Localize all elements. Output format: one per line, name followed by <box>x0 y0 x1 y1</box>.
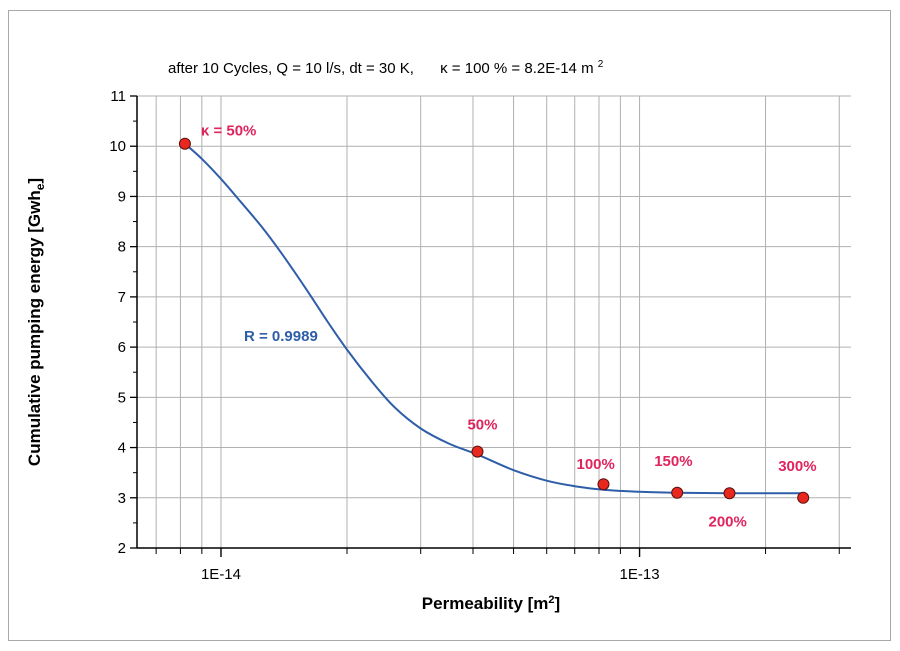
y-tick-label: 6 <box>118 339 126 356</box>
chart-frame <box>8 10 891 641</box>
data-point <box>797 491 810 504</box>
data-point-label: 200% <box>708 513 746 530</box>
y-tick-label: 10 <box>109 138 126 155</box>
y-tick-label: 2 <box>118 540 126 557</box>
tick-labels: 2 3 4 5 6 7 8 9 10 11 1E-14 1E-13 <box>109 88 659 583</box>
y-tick-label: 5 <box>118 389 126 406</box>
fit-curve <box>184 142 804 495</box>
y-tick-label: 8 <box>118 239 126 256</box>
y-tick-label: 4 <box>118 440 126 457</box>
y-tick-label: 9 <box>118 188 126 205</box>
x-tick-label: 1E-14 <box>201 566 241 583</box>
title-kappa: κ = 100 % = 8.2E-14 m <box>440 60 593 77</box>
x-axis-title: Permeability [m2] <box>422 594 560 613</box>
data-point-label: 150% <box>654 453 692 470</box>
title-main: after 10 Cycles, Q = 10 l/s, dt = 30 K, <box>168 60 414 77</box>
data-point <box>723 487 736 500</box>
data-point-label: κ = 50% <box>201 123 256 140</box>
y-tick-label: 11 <box>110 88 126 105</box>
title-kappa-sup: 2 <box>598 59 604 70</box>
y-tick-label: 7 <box>118 289 126 306</box>
axes <box>136 96 851 549</box>
data-point <box>671 486 684 499</box>
data-point <box>471 445 484 458</box>
data-point-label: 50% <box>467 417 497 434</box>
chart-title: after 10 Cycles, Q = 10 l/s, dt = 30 K, … <box>168 59 604 77</box>
tick-marks <box>130 95 840 557</box>
point-labels: κ = 50% 50% 100% 150% 200% 300% <box>201 123 817 531</box>
y-axis-title: Cumulative pumping energy [Gwhe] <box>25 178 47 466</box>
grid-lines <box>137 95 851 549</box>
data-points <box>178 137 810 504</box>
x-tick-label: 1E-13 <box>620 566 660 583</box>
r-value-label: R = 0.9989 <box>244 328 318 345</box>
y-tick-label: 3 <box>118 490 126 507</box>
data-point-label: 100% <box>576 456 614 473</box>
data-point <box>597 478 610 491</box>
data-point <box>178 137 191 150</box>
data-point-label: 300% <box>778 458 816 475</box>
